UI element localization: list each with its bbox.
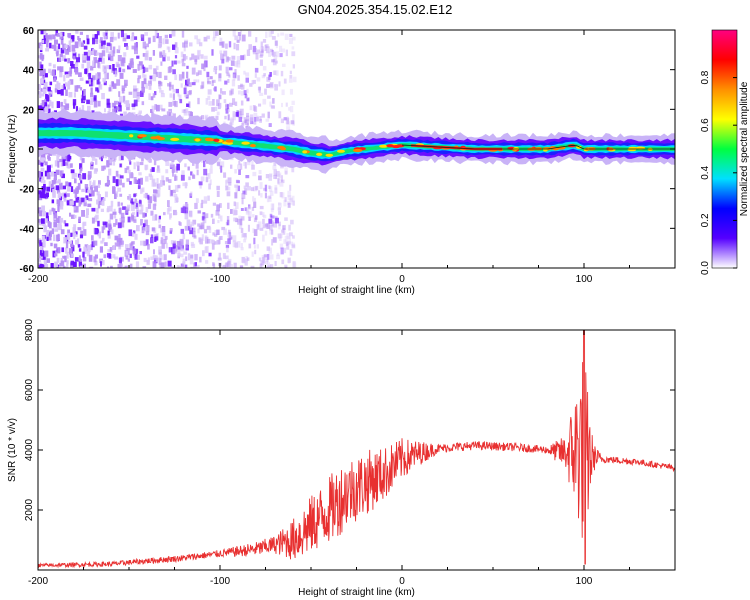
spectrogram-y-tick-label: 60 [23,26,35,37]
spectrogram-y-tick-label: 0 [28,145,34,156]
spectrogram-plot-area [38,30,675,268]
spectrogram-y-tick-label: 40 [23,66,35,77]
snr-y-tick-label: 4000 [24,438,35,461]
ridge-centerline [401,144,675,150]
figure-title: GN04.2025.354.15.02.E12 [297,2,453,17]
spectrogram-y-tick-label: 20 [23,105,35,116]
snr-y-tick-label: 8000 [24,318,35,341]
snr-series-line [38,330,675,569]
snr-x-axis-label: Height of straight line (km) [298,587,415,598]
snr-x-tick-label: 0 [399,576,405,587]
spectrogram-y-tick-label: -60 [20,264,35,275]
colorbar-label: Normalized spectral amplitude [739,81,750,216]
spectrogram-x-axis-label: Height of straight line (km) [298,285,415,296]
spectrogram-x-tick-label: -200 [28,274,48,285]
colorbar-tick-label: 0.2 [700,213,711,227]
snr-x-tick-label: 100 [576,576,593,587]
snr-x-tick-label: -100 [210,576,230,587]
spectrogram-x-tick-label: 100 [576,274,593,285]
snr-y-tick-label: 6000 [24,378,35,401]
snr-plot-area [38,330,675,569]
colorbar-tick-label: 0.0 [700,261,711,275]
spectrogram-y-axis-label: Frequency (Hz) [7,115,18,184]
colorbar [711,29,738,269]
spectrogram-x-tick-label: -100 [210,274,230,285]
spectrogram-y-tick-label: -40 [20,224,35,235]
colorbar-tick-label: 0.4 [700,165,711,179]
colorbar-tick-label: 0.6 [700,118,711,132]
spectrogram-x-tick-label: 0 [399,274,405,285]
spectrogram-ridge [38,108,675,174]
colorbar-tick-label: 0.8 [700,70,711,84]
snr-x-tick-label: -200 [28,576,48,587]
snr-y-tick-label: 2000 [24,498,35,521]
snr-y-axis-label: SNR (10 * v/v) [7,418,18,482]
spectrogram-y-tick-label: -20 [20,185,35,196]
